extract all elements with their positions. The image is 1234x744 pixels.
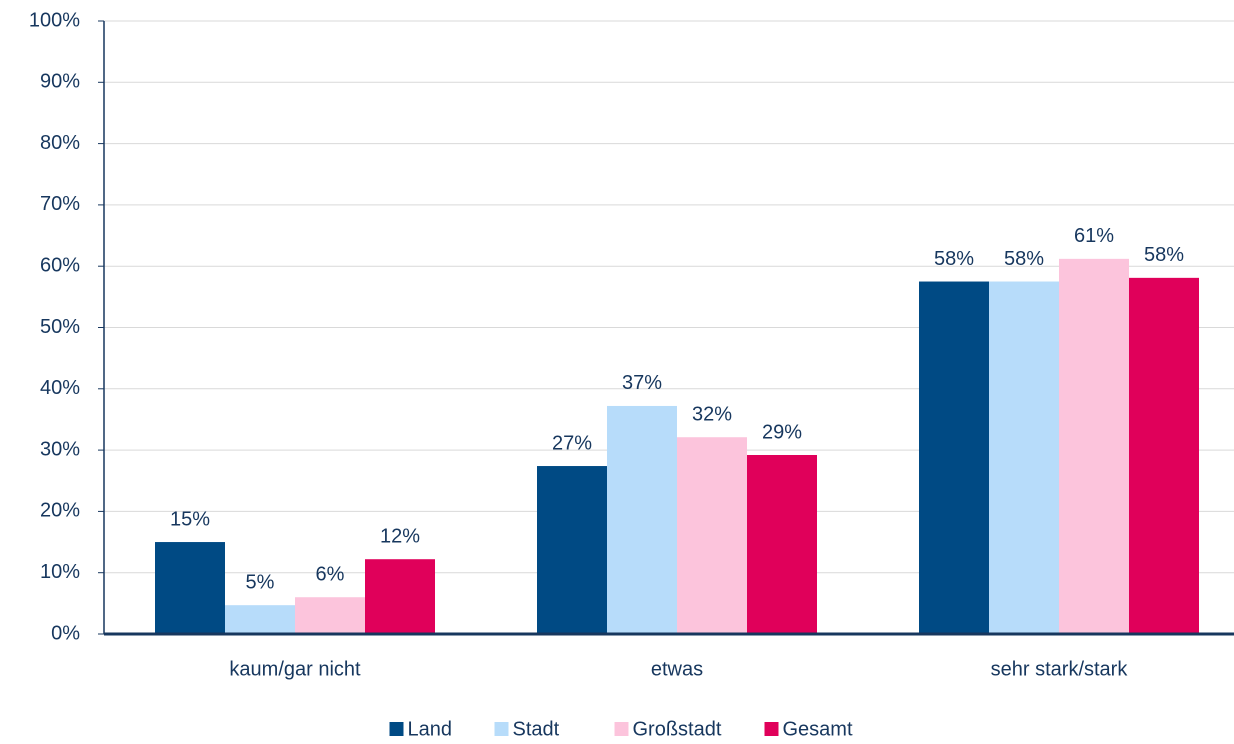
legend-label: Großstadt bbox=[633, 718, 722, 740]
x-tick-label: kaum/gar nicht bbox=[229, 658, 361, 680]
data-label: 58% bbox=[1144, 244, 1184, 266]
y-tick-label: 0% bbox=[51, 622, 80, 644]
bar bbox=[677, 437, 747, 634]
bar bbox=[747, 455, 817, 634]
y-tick-label: 80% bbox=[40, 132, 80, 154]
bar bbox=[1129, 277, 1199, 634]
y-tick-label: 10% bbox=[40, 561, 80, 583]
bar bbox=[295, 597, 365, 634]
data-label: 58% bbox=[934, 248, 974, 270]
x-tick-label: etwas bbox=[651, 658, 703, 680]
legend-swatch bbox=[389, 722, 404, 736]
data-label: 61% bbox=[1074, 225, 1114, 247]
bar bbox=[225, 605, 295, 634]
data-label: 12% bbox=[380, 525, 420, 547]
x-tick-label: sehr stark/stark bbox=[991, 658, 1129, 680]
bar bbox=[365, 559, 435, 634]
data-label: 58% bbox=[1004, 248, 1044, 270]
y-tick-label: 50% bbox=[40, 316, 80, 338]
data-label: 29% bbox=[762, 421, 802, 443]
y-tick-label: 60% bbox=[40, 254, 80, 276]
data-label: 6% bbox=[316, 564, 345, 586]
bar bbox=[607, 405, 677, 634]
legend-swatch bbox=[494, 722, 509, 736]
y-tick-label: 90% bbox=[40, 71, 80, 93]
bar bbox=[155, 542, 225, 634]
bar bbox=[919, 281, 989, 634]
bar bbox=[537, 466, 607, 634]
data-label: 37% bbox=[622, 372, 662, 394]
legend-label: Land bbox=[408, 718, 453, 740]
y-tick-label: 30% bbox=[40, 438, 80, 460]
legend-swatch bbox=[764, 722, 779, 736]
y-tick-label: 100% bbox=[29, 9, 80, 31]
data-label: 32% bbox=[692, 404, 732, 426]
bar bbox=[1059, 258, 1129, 634]
y-tick-label: 20% bbox=[40, 500, 80, 522]
legend-swatch bbox=[614, 722, 629, 736]
y-tick-label: 40% bbox=[40, 377, 80, 399]
legend-label: Stadt bbox=[513, 718, 560, 740]
data-label: 27% bbox=[552, 432, 592, 454]
bar bbox=[989, 281, 1059, 634]
data-label: 15% bbox=[170, 508, 210, 530]
y-tick-label: 70% bbox=[40, 193, 80, 215]
legend-label: Gesamt bbox=[783, 718, 853, 740]
data-label: 5% bbox=[246, 571, 275, 593]
